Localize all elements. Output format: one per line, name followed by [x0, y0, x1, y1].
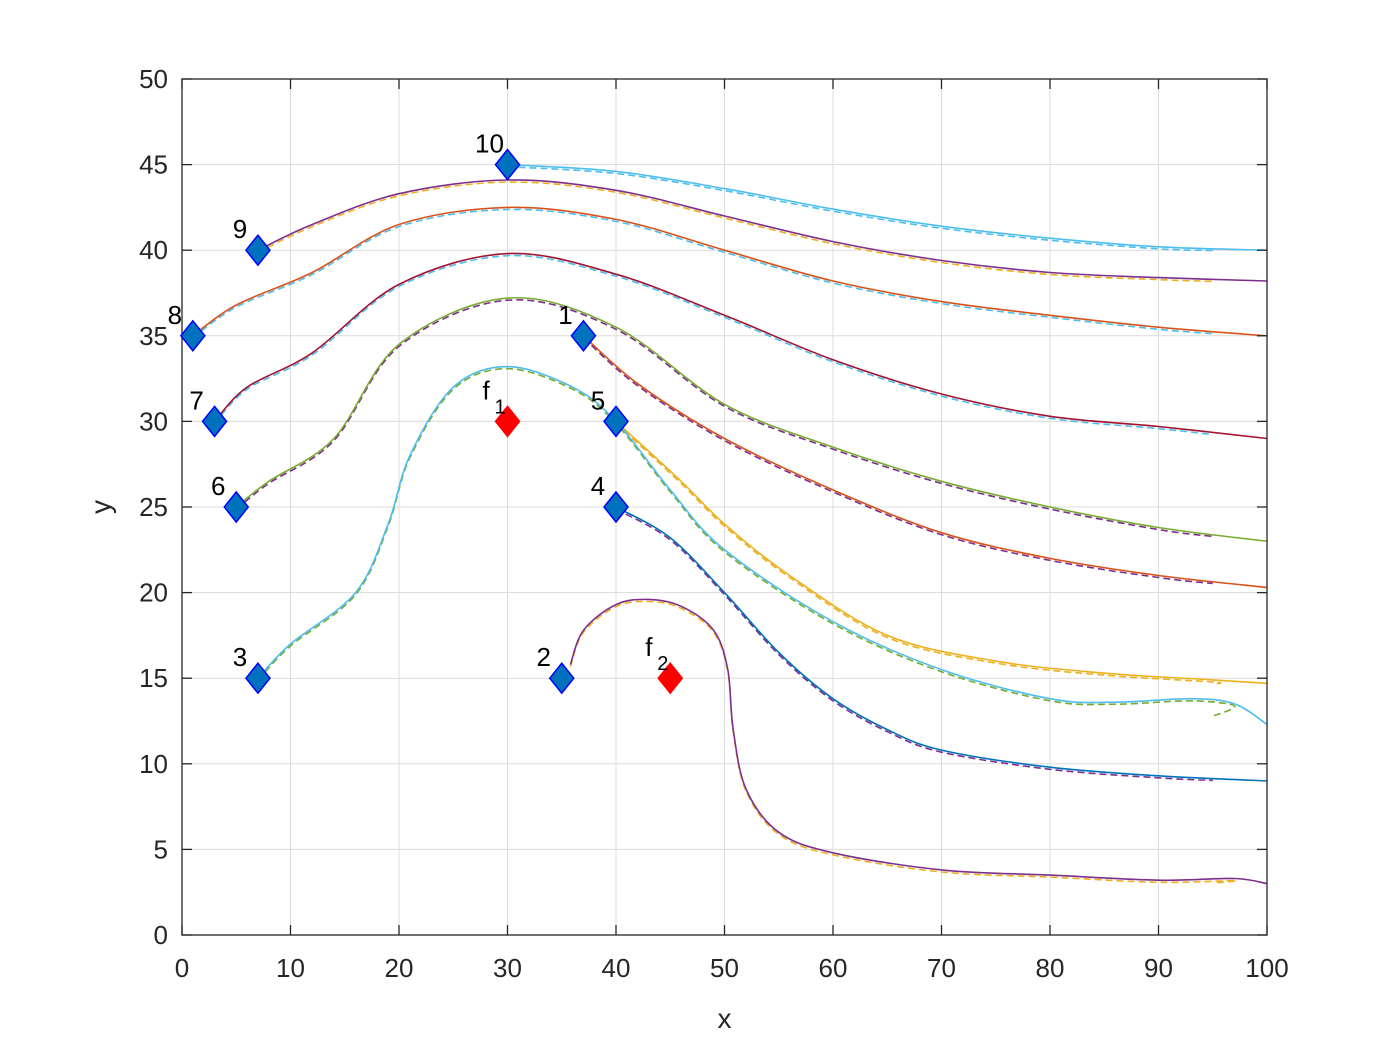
agent-marker-9 [244, 233, 271, 267]
agent-marker-10 [494, 148, 521, 181]
agent-label-9: 9 [233, 214, 247, 244]
trajectory-curves [192, 163, 1268, 885]
y-tick-label: 20 [139, 578, 168, 608]
target-label-f2: f [645, 632, 653, 662]
y-tick-label: 15 [139, 663, 168, 693]
trajectory-5 [615, 420, 1268, 685]
y-tick-label: 30 [139, 406, 168, 436]
trajectory-6 [235, 296, 1268, 542]
y-tick-label: 10 [139, 749, 168, 779]
reference-trajectory-7 [214, 254, 1213, 436]
x-tick-label: 30 [493, 953, 522, 983]
reference-trajectory-9 [257, 181, 1213, 283]
x-tick-label: 20 [385, 953, 414, 983]
y-tick-label: 50 [139, 64, 168, 94]
reference-trajectory-2 [569, 600, 1238, 884]
trajectory-4 [615, 506, 1268, 782]
agent-marker-6 [223, 490, 250, 524]
y-tick-label: 40 [139, 235, 168, 265]
x-tick-label: 60 [819, 953, 848, 983]
agent-label-5: 5 [591, 385, 605, 415]
x-tick-label: 40 [602, 953, 631, 983]
agent-label-10: 10 [475, 129, 504, 159]
agent-marker-3 [244, 661, 271, 695]
reference-trajectory-1 [582, 337, 1213, 585]
agent-label-7: 7 [189, 385, 203, 415]
x-tick-label: 10 [276, 953, 305, 983]
tick-labels: 0 10 20 30 40 50 60 70 80 90 100051015202530354045… [139, 64, 1289, 983]
agent-label-4: 4 [591, 471, 605, 501]
reference-trajectory-6 [235, 299, 1213, 538]
target-subscript-f1: 1 [495, 396, 506, 418]
agent-label-6: 6 [211, 471, 225, 501]
y-tick-label: 0 [154, 920, 168, 950]
agent-marker-4 [603, 490, 629, 524]
x-tick-label: 0 [175, 953, 189, 983]
trajectory-10 [507, 163, 1268, 251]
y-axis-label: y [85, 500, 116, 514]
reference-trajectory-5 [615, 422, 1222, 685]
trajectory-7 [214, 252, 1268, 440]
trajectory-2 [569, 598, 1268, 885]
agent-label-3: 3 [233, 642, 247, 672]
x-tick-label: 100 [1245, 953, 1288, 983]
agent-marker-2 [548, 661, 575, 695]
target-subscript-f2: 2 [657, 653, 668, 675]
agent-marker-7 [201, 405, 228, 438]
reference-trajectory-3 [257, 367, 1236, 717]
x-tick-label: 70 [927, 953, 956, 983]
target-marker-f2 [657, 661, 684, 695]
x-tick-label: 90 [1144, 953, 1173, 983]
agent-label-8: 8 [168, 300, 182, 330]
agent-marker-8 [179, 319, 206, 353]
y-tick-label: 25 [139, 492, 168, 522]
target-label-f1: f [483, 375, 491, 405]
agent-label-1: 1 [558, 300, 572, 330]
agent-marker-1 [570, 319, 597, 353]
trajectory-8 [192, 206, 1268, 337]
x-tick-label: 80 [1036, 953, 1065, 983]
x-axis-label: x [718, 1003, 732, 1034]
reference-trajectory-8 [192, 208, 1213, 339]
trajectory-1 [582, 335, 1268, 589]
reference-trajectory-10 [507, 165, 1213, 252]
trajectory-9 [257, 179, 1268, 282]
y-tick-label: 45 [139, 150, 168, 180]
agent-label-2: 2 [537, 642, 551, 672]
x-tick-label: 50 [710, 953, 739, 983]
trajectory-3 [257, 365, 1268, 726]
target-marker-f1 [494, 405, 521, 438]
reference-trajectory-4 [615, 508, 1213, 782]
y-tick-label: 35 [139, 321, 168, 351]
y-tick-label: 5 [154, 834, 168, 864]
agent-marker-5 [603, 405, 629, 438]
axes-box [181, 78, 1268, 936]
